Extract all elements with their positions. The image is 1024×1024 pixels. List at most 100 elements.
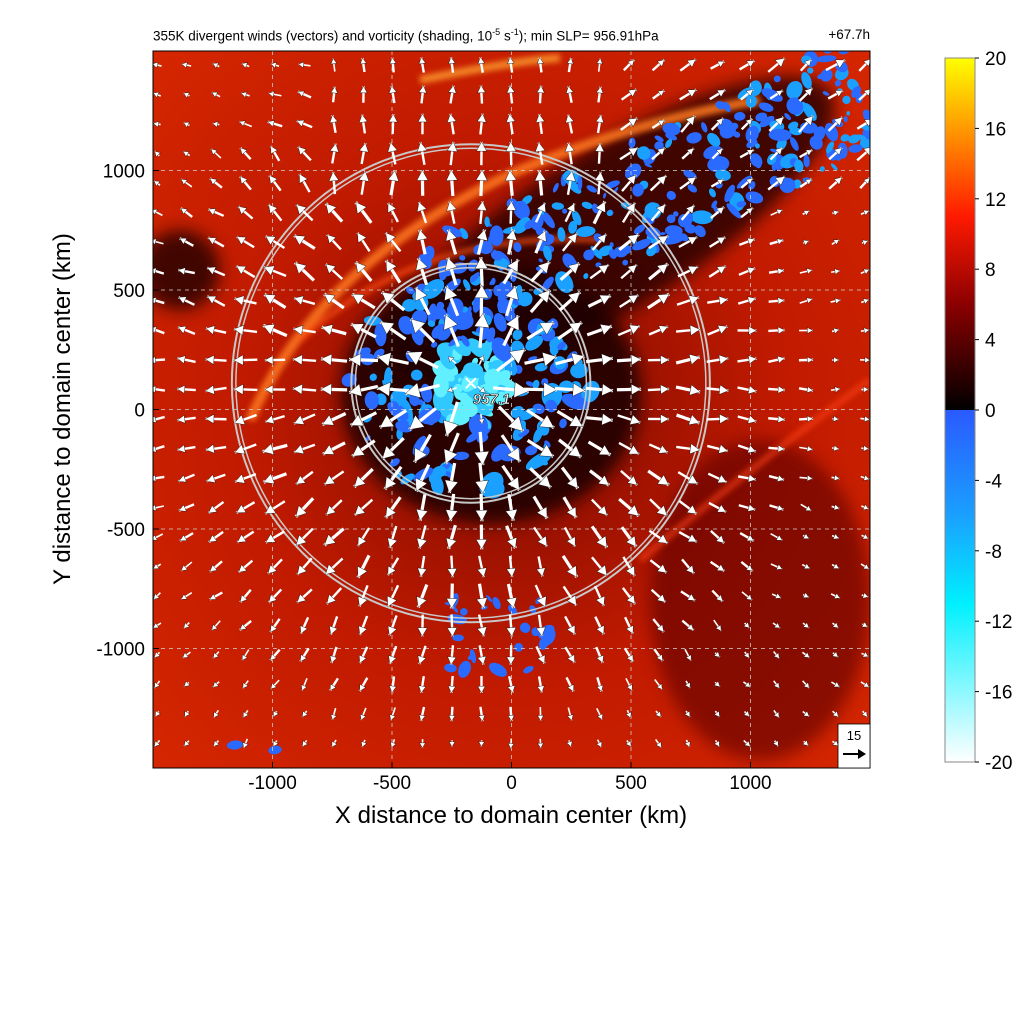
wind-vector xyxy=(739,148,755,159)
wind-vector xyxy=(297,145,312,162)
wind-vector xyxy=(379,320,407,341)
wind-vector xyxy=(207,236,225,248)
wind-vector xyxy=(267,588,283,604)
wind-vector xyxy=(537,738,544,749)
wind-vector xyxy=(293,234,316,250)
wind-vector xyxy=(446,113,457,135)
wind-vector xyxy=(588,469,611,487)
wind-vector xyxy=(624,616,634,635)
wind-vector xyxy=(153,622,162,629)
wind-vector xyxy=(180,561,193,572)
wind-vector xyxy=(856,119,870,130)
wind-vector xyxy=(267,120,283,128)
wind-vector xyxy=(562,496,578,519)
wind-vector xyxy=(177,325,196,335)
wind-vector xyxy=(620,526,638,548)
wind-vector xyxy=(321,324,347,336)
wind-vector xyxy=(492,381,530,399)
wind-vector xyxy=(560,466,580,490)
wind-vector xyxy=(269,648,281,662)
wind-vector xyxy=(264,234,286,250)
colorbar-tick-label: 8 xyxy=(985,260,996,281)
wind-vector xyxy=(737,296,757,305)
wind-vector xyxy=(294,497,315,518)
wind-vector xyxy=(620,88,638,101)
wind-vector xyxy=(654,679,663,690)
wind-vector xyxy=(648,325,669,336)
colorbar-tick-label: -20 xyxy=(985,753,1012,774)
wind-vector xyxy=(861,445,869,452)
wind-vector xyxy=(389,707,396,721)
wind-vector xyxy=(354,201,373,224)
wind-vector xyxy=(267,558,283,575)
wind-vector xyxy=(292,383,317,395)
wind-vector xyxy=(505,583,518,609)
wind-vector xyxy=(537,770,543,776)
wind-vector xyxy=(474,284,489,317)
wind-vector xyxy=(861,651,869,658)
wind-vector xyxy=(707,472,728,484)
reference-arrowhead-icon xyxy=(858,749,866,759)
wind-vector xyxy=(707,325,728,336)
wind-vector xyxy=(328,171,340,195)
wind-vector xyxy=(351,292,376,310)
wind-vector xyxy=(236,235,255,249)
wind-vector xyxy=(476,614,488,637)
wind-vector xyxy=(506,85,516,104)
wind-vector xyxy=(239,175,252,191)
wind-vector xyxy=(354,261,373,282)
wind-vector xyxy=(444,285,460,317)
wind-vector xyxy=(799,177,813,189)
wind-vector xyxy=(207,500,225,515)
wind-vector xyxy=(616,383,642,396)
wind-vector xyxy=(564,202,576,223)
wind-vector xyxy=(710,60,725,70)
wind-vector xyxy=(153,91,162,99)
wind-vector xyxy=(321,412,347,426)
wind-vector xyxy=(206,473,226,483)
wind-vector xyxy=(153,651,161,659)
wind-vector xyxy=(678,500,698,515)
wind-vector xyxy=(153,120,161,128)
wind-vector xyxy=(554,382,586,397)
wind-vector xyxy=(830,592,841,599)
wind-vector xyxy=(378,409,408,429)
wind-vector xyxy=(236,530,255,544)
wind-vector xyxy=(772,740,779,747)
wind-vector xyxy=(737,326,757,336)
wind-vector xyxy=(270,62,280,69)
wind-vector xyxy=(331,739,338,748)
wind-vector xyxy=(474,431,490,466)
wind-vector xyxy=(296,557,313,576)
wind-vector xyxy=(477,56,486,73)
wind-vector xyxy=(300,677,308,692)
wind-vector xyxy=(565,114,575,134)
wind-vector xyxy=(767,57,786,73)
wind-vector xyxy=(478,706,486,722)
wind-vector xyxy=(268,91,282,98)
wind-vector xyxy=(740,88,754,101)
wind-vector xyxy=(713,680,721,688)
wind-vector xyxy=(416,229,428,255)
wind-vector xyxy=(390,739,397,748)
wind-vector xyxy=(153,563,162,570)
wind-vector xyxy=(587,294,612,308)
wind-vector xyxy=(269,145,281,162)
wind-vector xyxy=(530,260,551,283)
wind-vector xyxy=(212,740,220,747)
negative-vorticity-regions xyxy=(227,51,870,755)
wind-vector xyxy=(177,444,196,453)
wind-vector xyxy=(648,262,669,281)
wind-vector xyxy=(828,146,843,161)
wind-vector xyxy=(768,385,786,394)
wind-vector xyxy=(298,173,311,193)
wind-vector xyxy=(526,408,555,430)
wind-vector xyxy=(182,150,191,158)
wind-vector xyxy=(831,268,841,275)
wind-vector xyxy=(679,58,697,72)
wind-vector xyxy=(500,434,522,463)
wind-vector xyxy=(153,238,164,245)
wind-vector xyxy=(386,557,400,576)
wind-vector xyxy=(233,383,258,395)
wind-vector xyxy=(768,444,785,453)
